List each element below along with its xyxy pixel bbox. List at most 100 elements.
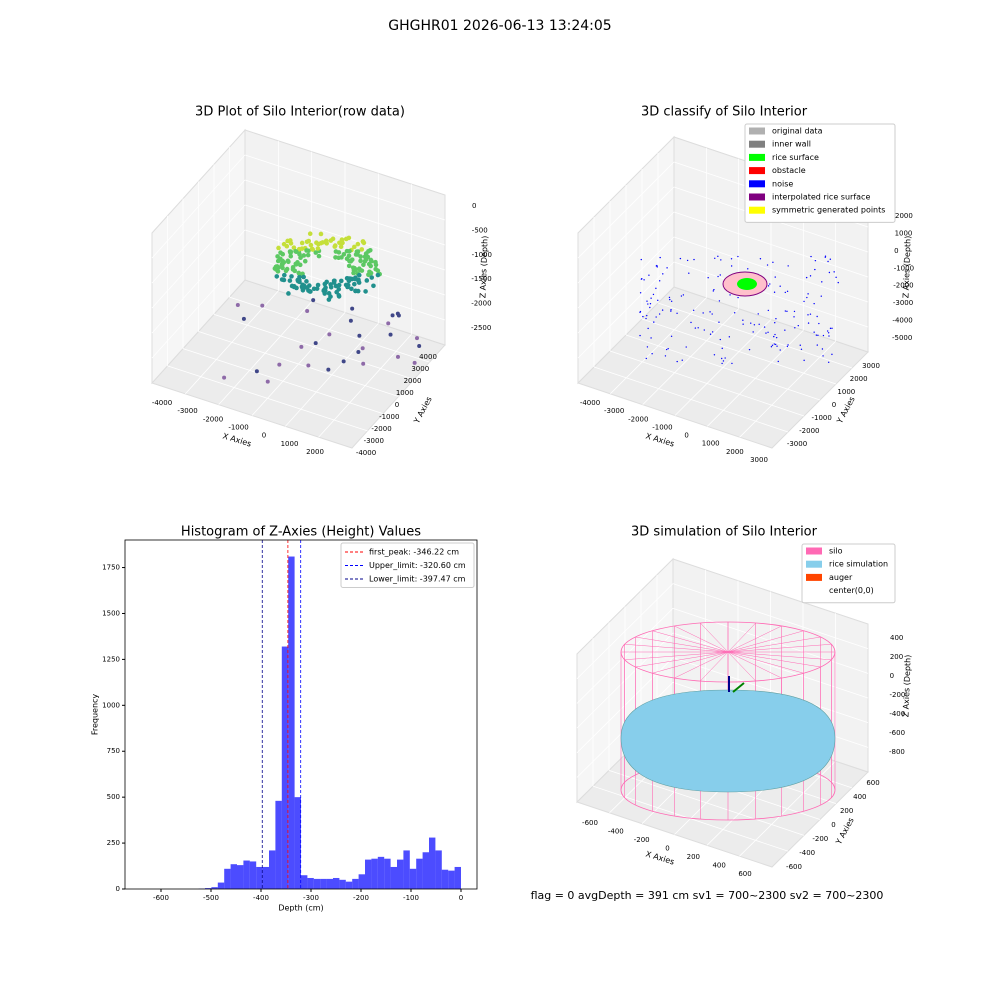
scatter-point [767,332,768,333]
hist-bar [288,557,294,889]
hist-bar [333,878,339,889]
scatter-point [316,246,321,251]
scatter-point [306,253,311,258]
hist-bar [275,801,281,889]
scatter-point [776,345,777,346]
scatter-point [769,283,770,284]
y-tick-label: 2000 [404,377,422,385]
scatter-point [653,294,654,295]
hist-bar [320,879,326,889]
x-tick-label: 2000 [726,448,744,456]
scatter-point [662,309,663,310]
scatter-point [807,293,808,294]
scatter-point [680,258,681,259]
y-tick-label: 0 [832,401,836,409]
scatter-point [686,346,687,347]
scatter-point [365,278,370,283]
scatter-point [798,325,799,326]
x-tick-label: -500 [203,894,219,902]
legend-label: inner wall [772,140,811,149]
scatter-point [286,291,291,296]
scatter-point [347,264,352,269]
scatter-point [742,320,743,321]
x-tick-label: 2000 [306,448,324,456]
scatter-point [288,249,293,254]
z-tick-label: -4000 [892,317,912,325]
x-tick-label: 0 [262,432,266,440]
legend-label: silo [829,547,843,556]
scatter-point [324,239,329,244]
y-tick-label: -2000 [371,425,391,433]
scatter-point [293,249,298,254]
hist-bar [397,860,403,889]
x-tick-label: 200 [687,853,700,861]
x-axis-label: Depth (cm) [278,904,323,913]
x-tick-label: -1000 [228,424,248,432]
legend-patch [749,154,765,161]
scatter-point [339,255,344,260]
hist-bar [327,879,333,889]
scatter-point [669,299,670,300]
scatter-point [671,336,672,337]
y-tick-label: 3000 [411,365,429,373]
y-tick-label: 2000 [850,375,868,383]
y-tick-label: 4000 [419,353,437,361]
hist-bar [378,857,384,889]
scatter-point [801,349,802,350]
z-tick-label: 200 [890,653,903,661]
scatter-point [671,301,672,302]
x-tick-label: -300 [303,894,319,902]
scatter-point [723,360,724,361]
scatter-point [814,269,815,270]
scatter-point [787,291,788,292]
scatter-point [366,249,371,254]
scatter-point [349,319,353,323]
scatter-point [655,288,656,289]
scatter-point [319,232,324,237]
hist-bar [391,867,397,889]
scatter-point [721,363,722,364]
x-tick-label: 3000 [750,456,768,464]
hist-bar [346,882,352,889]
legend-patch [806,548,822,555]
scatter-point [676,313,677,314]
scatter-point [758,313,759,314]
legend-label: rice simulation [829,560,888,569]
scatter-point [646,358,647,359]
scatter-point [825,257,826,258]
scatter-point [718,322,719,323]
scatter-point [772,345,773,346]
scatter-point [639,335,640,336]
y-tick-label: -200 [812,835,828,843]
scatter-point [373,267,378,272]
scatter-point [775,344,776,345]
legend-patch [749,128,765,135]
scatter-point [222,376,226,380]
x-tick-label: 400 [712,862,725,870]
legend-label: noise [772,179,793,188]
scatter-point [758,324,759,325]
scatter-point [815,260,816,261]
scatter-point [779,285,780,286]
scatter-point [760,258,761,259]
scatter-point [787,265,788,266]
hist-bar [256,867,262,889]
hist-bar [403,850,409,889]
rice-surface [621,690,835,792]
scatter-point [349,259,354,264]
scatter-point [294,262,299,267]
x-tick-label: -3000 [177,407,197,415]
scatter-point [771,346,772,347]
scatter-point [351,265,356,270]
scatter-point [713,289,714,290]
z-tick-label: -2000 [471,300,491,308]
scatter-point [339,279,344,284]
scatter-point [822,355,823,356]
scatter-point [827,330,828,331]
hist-bar [301,875,307,889]
scatter-point [282,242,287,247]
scatter-point [351,271,356,276]
scatter-point [833,271,834,272]
scatter-point [670,310,671,311]
y-tick-label: 500 [107,793,120,801]
